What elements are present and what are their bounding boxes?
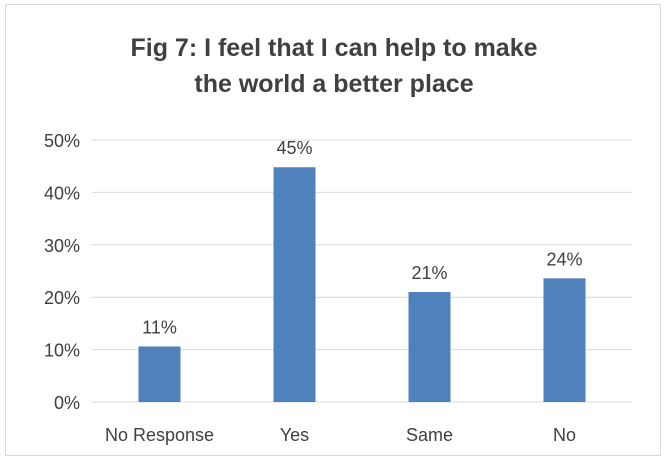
x-category-label: No [553,425,576,445]
data-label: 21% [411,263,447,283]
bar-yes [273,167,316,402]
y-tick-label: 10% [44,341,80,361]
x-category-label: Yes [280,425,309,445]
chart-title-line-1: Fig 7: I feel that I can help to make [130,34,538,62]
y-tick-label: 0% [54,393,80,413]
x-category-label: Same [406,425,453,445]
chart-title-line-2: the world a better place [194,70,474,98]
bar-no [543,278,586,402]
data-label: 24% [546,249,582,269]
data-label: 11% [142,317,177,337]
bar-no-response [138,346,181,402]
y-tick-label: 50% [44,131,80,151]
chart-title: Fig 7: I feel that I can help to make th… [6,30,662,102]
bar-same [408,291,451,402]
data-label: 45% [276,138,312,158]
y-tick-label: 30% [44,236,80,256]
chart-frame: Fig 7: I feel that I can help to make th… [5,4,661,456]
x-category-label: No Response [105,425,214,445]
y-tick-label: 40% [44,183,80,203]
y-tick-label: 20% [44,288,80,308]
